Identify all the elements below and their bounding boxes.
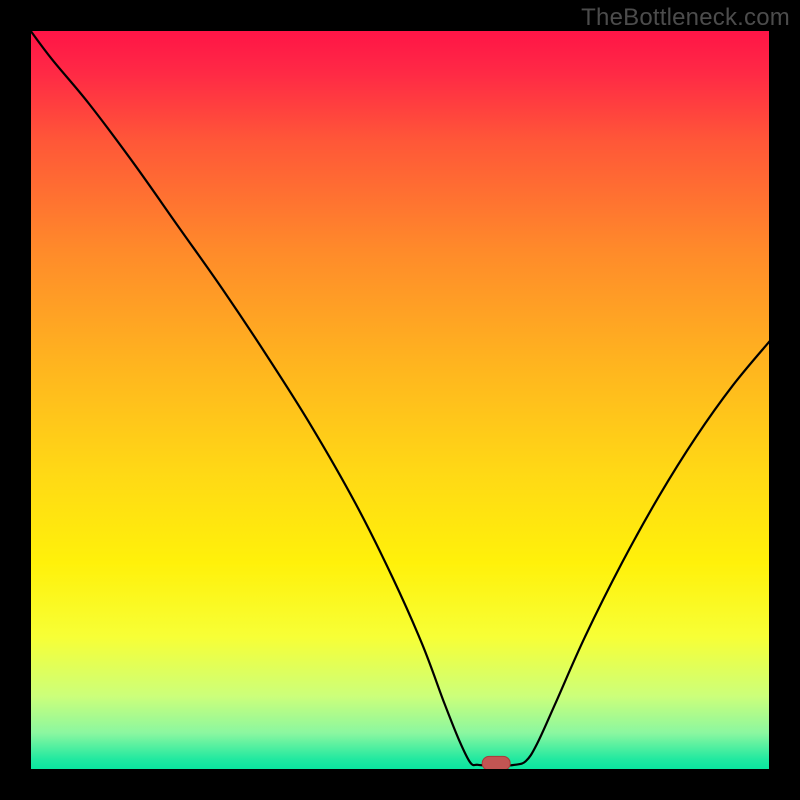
sweet-spot-marker	[482, 756, 510, 770]
chart-stage: TheBottleneck.com	[0, 0, 800, 800]
plot-background	[30, 30, 770, 770]
bottleneck-chart	[0, 0, 800, 800]
